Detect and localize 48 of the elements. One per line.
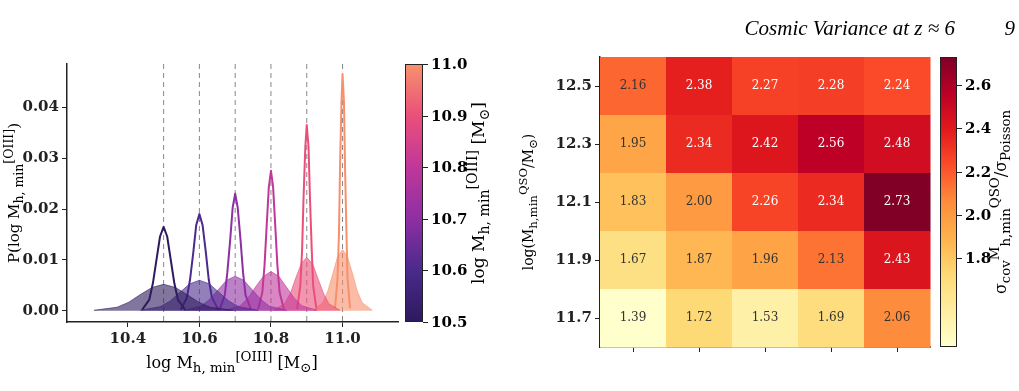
data-label: 2.34 bbox=[685, 136, 713, 151]
data-label: 2.73 bbox=[883, 194, 911, 209]
y-tick-label: 11.7 bbox=[555, 307, 592, 326]
data-label: 2.43 bbox=[883, 252, 911, 267]
y-tick-label: 12.5 bbox=[555, 75, 592, 94]
data-label: 1.87 bbox=[685, 252, 713, 267]
data-label: 1.39 bbox=[619, 310, 647, 325]
color-bar-label: 11.0 bbox=[431, 55, 468, 73]
color-bar-label: 2.4 bbox=[965, 119, 992, 138]
text: 9 bbox=[1004, 16, 1015, 41]
color-bar-label: 10.5 bbox=[431, 313, 468, 331]
data-label: 2.16 bbox=[619, 78, 647, 93]
data-label: 2.06 bbox=[883, 310, 911, 325]
data-label: 2.42 bbox=[751, 136, 779, 151]
y-tick-label: 0.04 bbox=[22, 97, 59, 116]
y-tick-label: 0.02 bbox=[22, 198, 59, 217]
data-label: 2.24 bbox=[883, 78, 911, 93]
text: Cosmic Variance at z ≈ 6 bbox=[744, 16, 955, 41]
color-bar-label: 2.0 bbox=[965, 206, 992, 224]
data-label: 2.56 bbox=[817, 136, 845, 151]
y-tick-label: 0.00 bbox=[22, 300, 59, 319]
x-tick-label: 10.8 bbox=[252, 328, 290, 347]
data-label: 2.38 bbox=[685, 78, 713, 93]
data-label: 2.48 bbox=[883, 136, 911, 151]
data-label: 1.53 bbox=[751, 310, 779, 325]
data-label: 2.34 bbox=[817, 194, 845, 209]
data-label: 2.13 bbox=[817, 252, 845, 267]
y-tick-label: 11.9 bbox=[555, 249, 592, 268]
data-label: 2.28 bbox=[817, 78, 845, 93]
color-bar-label: 10.7 bbox=[431, 209, 468, 228]
data-label: 1.72 bbox=[685, 310, 713, 325]
data-label: 2.00 bbox=[685, 194, 713, 209]
x-axis-title: log M$_{h, min}$$^{[OIII]}$ [M$_{⊙}$] bbox=[146, 349, 318, 375]
data-label: 1.96 bbox=[751, 252, 779, 267]
x-tick-label: 10.4 bbox=[109, 328, 147, 347]
data-label: 1.83 bbox=[619, 194, 647, 209]
y-tick-label: 12.3 bbox=[555, 133, 592, 152]
data-label: 1.95 bbox=[619, 136, 647, 151]
color-bar-label: 10.9 bbox=[431, 106, 468, 125]
x-tick-label: 11.0 bbox=[324, 328, 361, 347]
color-bar-label: 2.6 bbox=[965, 76, 992, 95]
data-label: 2.26 bbox=[751, 194, 779, 209]
x-tick-label: 10.6 bbox=[181, 328, 218, 347]
data-label: 2.27 bbox=[751, 78, 779, 93]
y-tick-label: 12.1 bbox=[555, 191, 592, 210]
data-label: 1.67 bbox=[619, 252, 647, 267]
y-tick-label: 0.03 bbox=[22, 148, 59, 167]
data-label: 1.69 bbox=[817, 310, 845, 325]
